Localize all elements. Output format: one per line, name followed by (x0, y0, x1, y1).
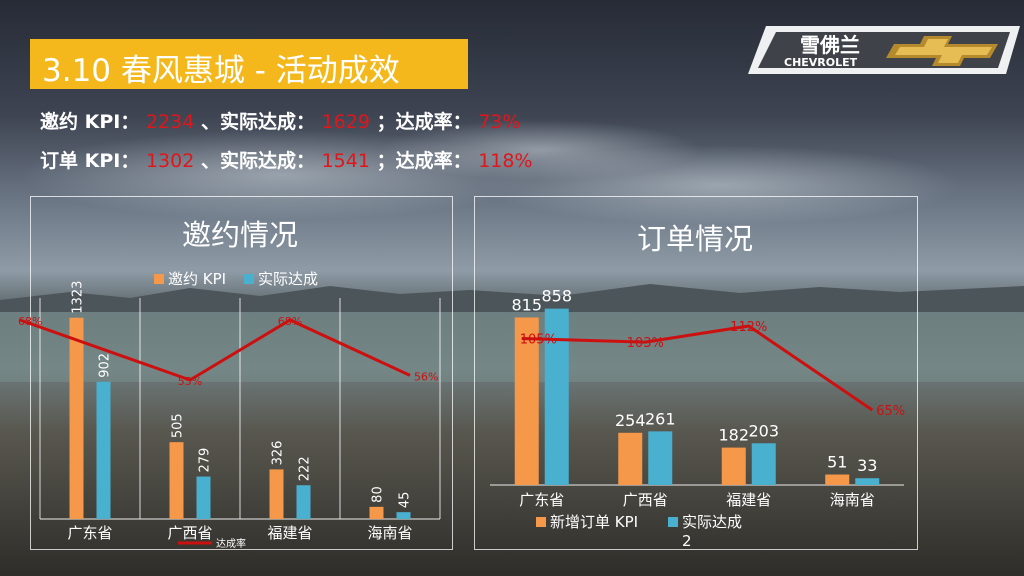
order-kpi-value: 1302 (145, 150, 195, 172)
invite-chart-panel (30, 196, 453, 550)
invite-chart-title: 邀约情况 (182, 218, 298, 252)
order-category-label: 广西省 (623, 491, 668, 509)
invite-bar-label: 505 (171, 413, 186, 438)
order-rate-value: 118% (478, 150, 533, 172)
brand-name-en: CHEVROLET (784, 56, 858, 69)
invite-bar-actual (96, 381, 111, 519)
order-bar-actual (751, 443, 776, 485)
invite-kpi-value: 2234 (145, 111, 195, 133)
order-rate-label: 65% (876, 404, 905, 419)
invite-rate-line (19, 318, 411, 382)
invite-bar-actual (296, 485, 311, 519)
invite-kpi-label: 邀约 KPI： (40, 111, 140, 133)
order-legend-swatch (536, 517, 546, 527)
order-rate-label: 103% (627, 336, 664, 351)
invite-bar-kpi (169, 442, 184, 519)
invite-bar-label: 222 (298, 456, 313, 481)
order-chart-panel (474, 196, 918, 550)
order-kpi-summary: 订单 KPI： 1302 、实际达成： 1541 ；达成率： 118% (40, 146, 533, 173)
brand-name-cn: 雪佛兰 (800, 33, 860, 57)
order-category-label: 广东省 (519, 491, 564, 509)
invite-rate-label: ；达成率： (376, 111, 472, 133)
invite-bar-actual (196, 476, 211, 519)
bowtie-icon (886, 36, 998, 66)
invite-bar-label: 1323 (71, 281, 86, 314)
order-rate-label: 112% (730, 320, 767, 335)
order-category-label: 福建省 (726, 491, 771, 509)
invite-category-label: 海南省 (367, 524, 412, 542)
invite-category-label: 广西省 (167, 524, 212, 542)
order-bar-label: 203 (748, 421, 779, 440)
order-legend-label: 新增订单 KPI (550, 513, 638, 531)
invite-legend-label: 邀约 KPI (168, 270, 226, 288)
order-rate-line (521, 324, 874, 412)
order-bar-actual (855, 478, 880, 485)
order-bar-kpi (514, 317, 539, 485)
order-bar-label: 182 (718, 426, 749, 445)
order-bar-label: 261 (645, 409, 676, 428)
invite-actual-label: 、实际达成： (200, 111, 315, 133)
order-bar-label: 254 (615, 411, 646, 430)
chevrolet-logo: 雪佛兰 CHEVROLET (748, 26, 1020, 74)
invite-rate-value: 73% (478, 111, 521, 133)
invite-legend-line-label: 达成率 (216, 537, 246, 550)
order-kpi-label: 订单 KPI： (40, 150, 140, 172)
page-title: 3.10 春风惠城 - 活动成效 (42, 53, 400, 89)
order-bar-kpi (825, 474, 850, 485)
invite-category-label: 广东省 (67, 524, 112, 542)
invite-rate-label: 68% (18, 315, 42, 328)
invite-rate-label: 55% (178, 375, 202, 388)
order-rate-label: ；达成率： (376, 150, 472, 172)
invite-bar-label: 279 (198, 448, 213, 473)
order-bar-label: 815 (511, 295, 542, 314)
order-bar-kpi (618, 432, 643, 485)
order-legend-label: 实际达成 (682, 513, 742, 531)
order-category-label: 海南省 (830, 491, 875, 509)
order-bar-label: 33 (857, 456, 877, 475)
invite-bar-label: 45 (398, 492, 413, 509)
invite-rate-label: 68% (278, 315, 302, 328)
order-actual-value: 1541 (321, 150, 370, 172)
invite-bar-kpi (269, 469, 284, 519)
order-bar-actual (648, 431, 673, 485)
order-legend-swatch (668, 517, 678, 527)
invite-category-label: 福建省 (267, 524, 312, 542)
invite-bar-kpi (69, 317, 84, 519)
order-legend-extra: 2 (682, 532, 692, 550)
order-rate-label: 105% (520, 333, 557, 348)
invite-actual-value: 1629 (321, 111, 370, 133)
invite-legend-label: 实际达成 (258, 270, 318, 288)
order-chart-title: 订单情况 (637, 222, 753, 256)
order-actual-label: 、实际达成： (200, 150, 315, 172)
invite-bar-kpi (369, 506, 384, 519)
invite-bar-label: 326 (271, 441, 286, 466)
invite-rate-label: 56% (414, 370, 438, 383)
invite-legend-swatch (244, 274, 254, 284)
invite-bar-actual (396, 512, 411, 519)
order-bar-kpi (721, 447, 746, 485)
invite-legend-swatch (154, 274, 164, 284)
invite-bar-label: 80 (371, 486, 386, 503)
order-bar-label: 858 (541, 287, 572, 306)
title-banner: 3.10 春风惠城 - 活动成效 (30, 39, 468, 89)
order-bar-label: 51 (827, 453, 847, 472)
invite-kpi-summary: 邀约 KPI： 2234 、实际达成： 1629 ；达成率： 73% (40, 107, 520, 134)
invite-bar-label: 902 (98, 353, 113, 378)
